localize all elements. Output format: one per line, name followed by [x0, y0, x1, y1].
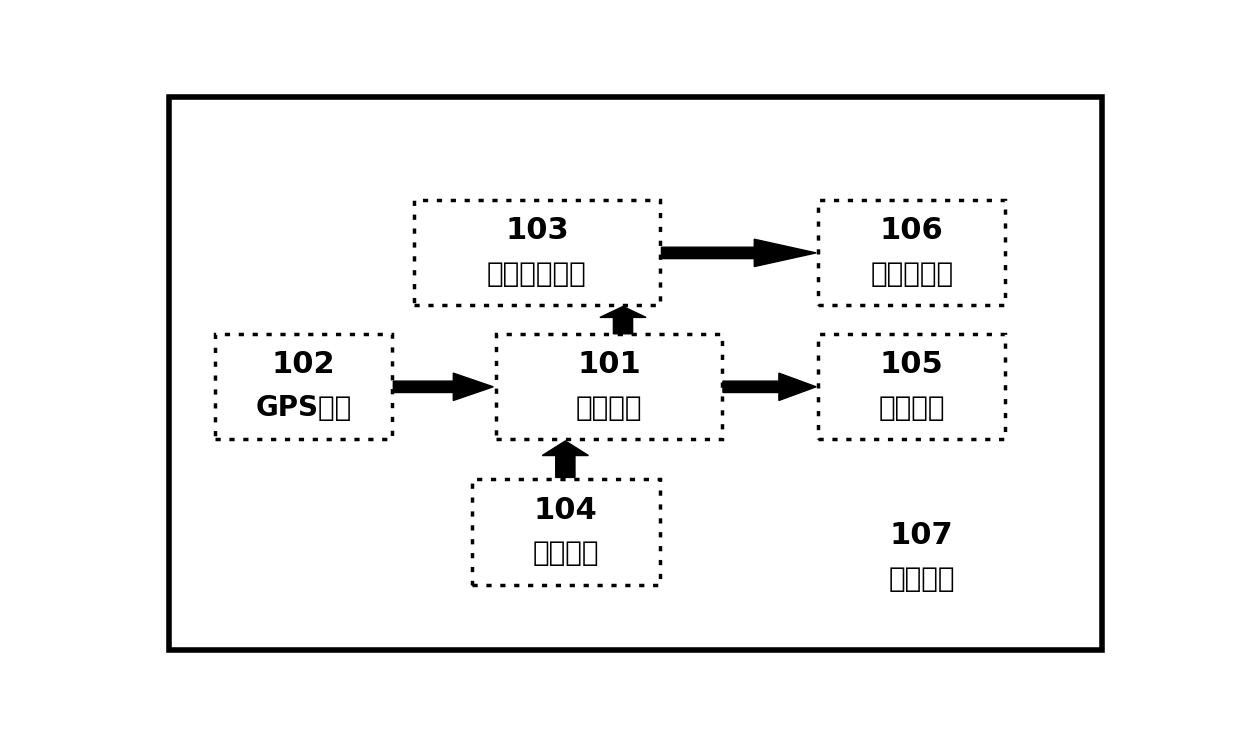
Polygon shape [661, 239, 816, 266]
Text: 106: 106 [880, 217, 944, 246]
FancyBboxPatch shape [818, 334, 1006, 440]
FancyBboxPatch shape [496, 334, 722, 440]
Text: 电机驱动模块: 电机驱动模块 [487, 260, 587, 289]
Text: 供电模块: 供电模块 [532, 539, 599, 568]
Text: GPS模块: GPS模块 [255, 394, 352, 423]
FancyBboxPatch shape [170, 98, 1101, 650]
Text: 控制单元: 控制单元 [575, 394, 642, 423]
Text: 104: 104 [534, 496, 598, 525]
Text: 支架结构: 支架结构 [888, 565, 955, 593]
Text: 107: 107 [889, 521, 954, 551]
FancyBboxPatch shape [215, 334, 392, 440]
FancyBboxPatch shape [818, 200, 1006, 306]
Text: 反射面模块: 反射面模块 [870, 260, 954, 289]
Text: 102: 102 [272, 350, 335, 380]
Text: 105: 105 [880, 350, 944, 380]
FancyBboxPatch shape [414, 200, 660, 306]
Text: 101: 101 [577, 350, 641, 380]
Polygon shape [723, 373, 816, 400]
Text: 103: 103 [505, 217, 569, 246]
Polygon shape [600, 306, 646, 334]
Polygon shape [542, 441, 589, 477]
FancyBboxPatch shape [472, 479, 660, 585]
Text: 显示模块: 显示模块 [878, 394, 945, 423]
Polygon shape [393, 373, 494, 400]
